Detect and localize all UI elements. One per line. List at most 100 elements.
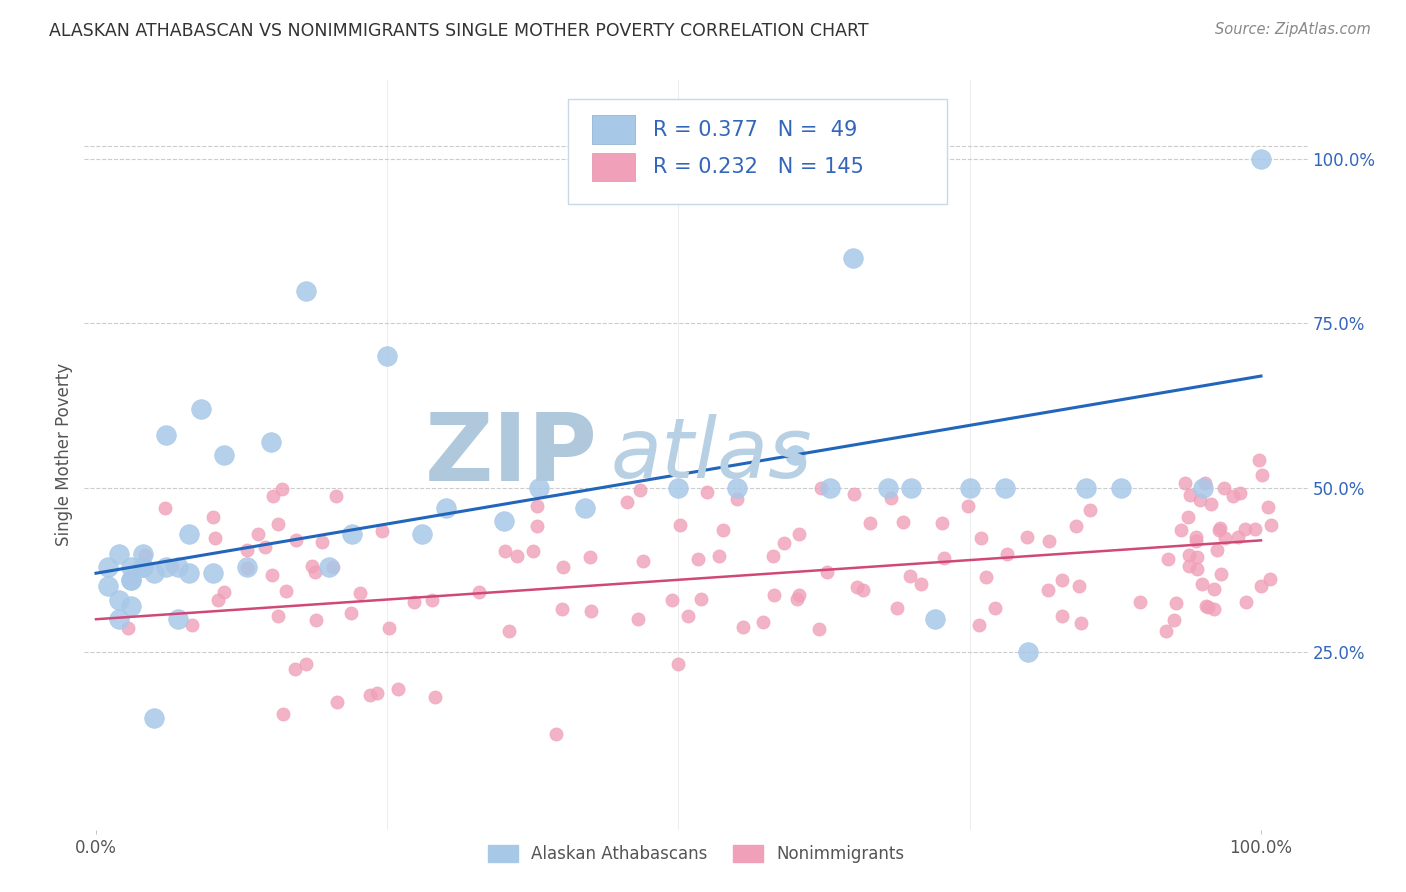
Point [97,579,120,593]
Point [1243,522,1265,536]
Point [155,559,177,574]
Point [411,526,433,541]
Point [1222,489,1244,503]
Point [387,682,409,697]
Point [924,612,946,626]
Point [1209,566,1232,581]
Point [1191,577,1213,591]
Point [1251,467,1274,482]
Point [285,533,308,548]
Point [179,526,201,541]
Point [468,585,491,599]
Point [254,540,277,554]
Point [236,561,259,575]
Text: R = 0.377   N =  49: R = 0.377 N = 49 [654,120,858,140]
Point [690,592,713,607]
Point [131,559,153,574]
Point [1257,500,1279,515]
Point [120,559,142,574]
Text: ALASKAN ATHABASCAN VS NONIMMIGRANTS SINGLE MOTHER POVERTY CORRELATION CHART: ALASKAN ATHABASCAN VS NONIMMIGRANTS SING… [49,22,869,40]
Point [273,706,295,721]
Point [304,565,326,579]
Point [1206,543,1229,558]
Point [544,726,567,740]
Point [1166,596,1188,610]
Point [994,481,1017,495]
Point [1187,562,1209,576]
Point [1208,521,1230,535]
Point [666,657,689,671]
Point [527,481,550,495]
Point [322,560,344,574]
Point [661,593,683,607]
Point [815,565,838,579]
Text: atlas: atlas [610,415,813,495]
Point [1187,549,1209,564]
Point [810,481,832,495]
Point [155,428,177,442]
Point [934,550,956,565]
Point [787,587,810,601]
Point [339,606,361,620]
Point [725,481,748,495]
Point [1188,493,1211,508]
Point [274,584,297,599]
Point [880,491,903,505]
Point [262,567,284,582]
Bar [592,115,636,144]
Point [1050,573,1073,587]
Point [1163,613,1185,627]
Point [301,558,323,573]
Point [266,609,288,624]
Point [505,549,527,564]
Point [1157,551,1180,566]
Point [1227,530,1250,544]
Point [842,251,865,265]
Point [108,612,131,626]
Point [845,580,868,594]
Point [1194,475,1216,490]
Point [1202,602,1225,616]
Point [696,485,718,500]
FancyBboxPatch shape [568,99,946,204]
Point [371,524,394,539]
Point [378,621,401,635]
Point [1233,522,1256,536]
Point [668,518,690,533]
Point [349,586,371,600]
Y-axis label: Single Mother Poverty: Single Mother Poverty [55,363,73,547]
Point [304,613,326,627]
Bar [592,153,636,181]
Point [311,534,333,549]
Point [1178,549,1201,563]
Point [181,618,204,632]
Point [1215,531,1237,545]
Point [492,514,515,528]
Point [404,595,426,609]
Point [498,624,520,639]
Point [984,601,1007,615]
Point [762,549,785,563]
Point [425,690,447,704]
Point [1202,582,1225,597]
Point [891,515,914,529]
Point [1078,503,1101,517]
Point [818,481,841,495]
Point [550,602,572,616]
Point [1184,530,1206,544]
Point [969,617,991,632]
Point [108,592,131,607]
Point [762,588,785,602]
Point [134,548,156,562]
Point [974,570,997,584]
Point [526,518,548,533]
Point [120,573,142,587]
Point [1250,579,1272,593]
Point [668,481,690,495]
Point [284,662,307,676]
Point [787,527,810,541]
Point [852,583,875,598]
Point [686,552,709,566]
Point [375,349,398,363]
Point [260,434,283,449]
